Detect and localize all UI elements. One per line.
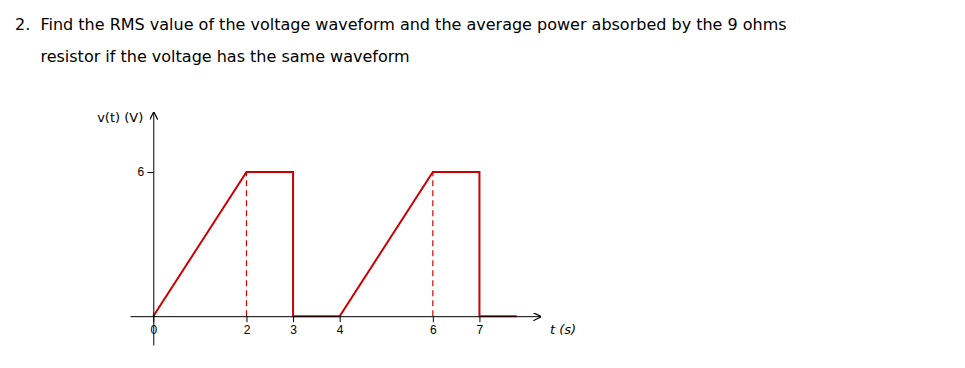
y-axis-label: v(t) (V) xyxy=(97,110,143,125)
dashed-line xyxy=(432,172,433,316)
x-tick-mark xyxy=(246,316,247,322)
x-tick: 4 xyxy=(337,316,344,337)
x-tick-label: 4 xyxy=(337,323,344,337)
dashed-line xyxy=(246,172,247,316)
x-tick-mark xyxy=(293,316,294,322)
x-axis-line xyxy=(131,316,541,317)
y-axis-line xyxy=(153,113,154,346)
x-tick-mark xyxy=(433,316,434,322)
x-tick: 3 xyxy=(290,316,297,337)
x-tick-label: 3 xyxy=(290,323,297,337)
x-tick-label: 6 xyxy=(430,323,437,337)
x-axis-label: t (s) xyxy=(550,322,576,337)
x-tick: 2 xyxy=(244,316,251,337)
x-tick-mark xyxy=(479,316,480,322)
x-tick: 6 xyxy=(430,316,437,337)
y-tick-mark xyxy=(147,172,153,173)
y-axis: 6 xyxy=(138,113,154,346)
waveform-line xyxy=(153,172,516,316)
x-tick-label: 2 xyxy=(244,323,251,337)
title: 2. Find the RMS value of the voltage wav… xyxy=(15,15,787,34)
x-axis: 023467 xyxy=(131,316,541,337)
y-tick-label: 6 xyxy=(138,165,145,179)
x-tick: 7 xyxy=(477,316,484,337)
subtitle: resistor if the voltage has the same wav… xyxy=(15,47,410,66)
x-tick-label: 7 xyxy=(477,323,484,337)
x-tick-mark xyxy=(340,316,341,322)
chart: 2. Find the RMS value of the voltage wav… xyxy=(0,0,965,368)
plot-area xyxy=(153,172,516,316)
y-tick: 6 xyxy=(138,165,154,179)
